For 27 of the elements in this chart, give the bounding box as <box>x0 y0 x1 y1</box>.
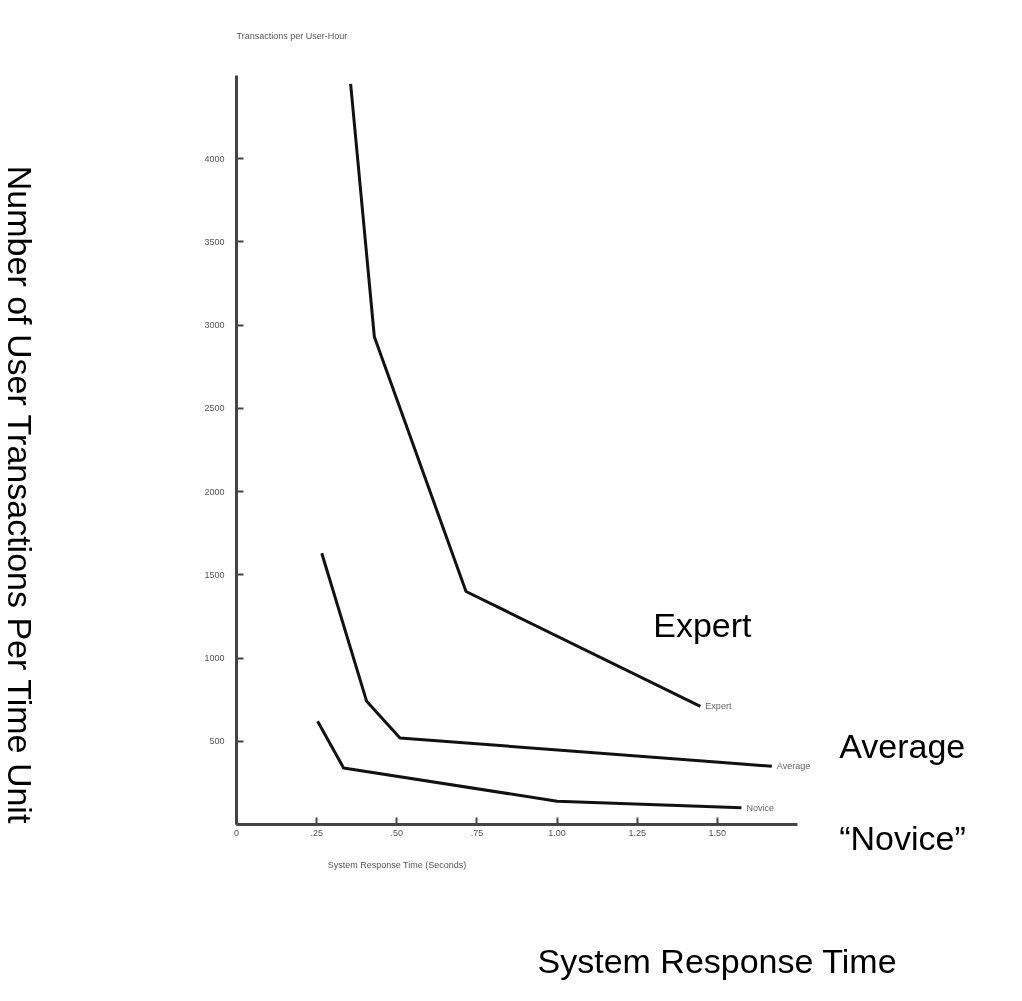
y-tick-label: 4000 <box>204 153 225 164</box>
annotation: Expert <box>653 605 753 644</box>
y-axis-title: Transactions per User-Hour <box>236 30 348 41</box>
y-tick-label: 3500 <box>204 236 225 247</box>
y-tick-label: 1500 <box>204 569 225 580</box>
x-tick-label: 1.25 <box>628 827 646 838</box>
x-tick-label: .75 <box>470 827 484 838</box>
y-tick-label: 1000 <box>204 653 225 664</box>
series-label: Average <box>776 761 811 772</box>
y-tick-label: 3000 <box>204 320 225 331</box>
series-label: Expert <box>705 701 732 712</box>
y-tick-label: 2500 <box>204 403 225 414</box>
y-tick-label: 2000 <box>204 486 225 497</box>
text: System Response Time <box>537 941 897 980</box>
text: Average <box>839 727 966 766</box>
x-axis-title: System Response Time (Seconds) <box>327 859 467 870</box>
x-tick-label: .25 <box>310 827 323 838</box>
x-tick-label: 0 <box>234 827 240 838</box>
series-label: Novice <box>746 802 774 813</box>
y-tick-label: 500 <box>209 736 225 747</box>
x-tick-label: 1.00 <box>548 827 566 838</box>
line-series <box>320 551 774 768</box>
x-tick-label: .50 <box>390 827 404 838</box>
line-series <box>316 719 743 810</box>
text: “Novice” <box>839 818 966 857</box>
x-tick-label: 1.50 <box>708 827 727 838</box>
text: Number of User Transactions Per Time Unit <box>1 165 40 824</box>
